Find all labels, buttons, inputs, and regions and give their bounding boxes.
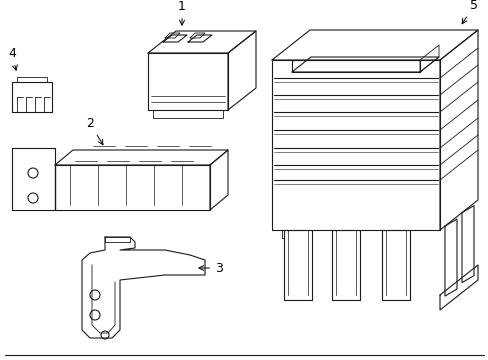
Polygon shape xyxy=(209,150,227,210)
Polygon shape xyxy=(291,60,419,72)
Polygon shape xyxy=(227,31,256,110)
Polygon shape xyxy=(381,230,409,300)
Polygon shape xyxy=(444,219,456,296)
Text: 5: 5 xyxy=(461,0,477,24)
Polygon shape xyxy=(148,53,227,110)
Text: 1: 1 xyxy=(178,0,185,25)
Polygon shape xyxy=(439,265,477,310)
Polygon shape xyxy=(291,57,438,72)
Polygon shape xyxy=(17,77,47,82)
Polygon shape xyxy=(190,33,204,38)
Polygon shape xyxy=(439,30,477,230)
Text: 2: 2 xyxy=(86,117,103,145)
Polygon shape xyxy=(461,206,473,283)
Polygon shape xyxy=(148,31,256,53)
Polygon shape xyxy=(271,60,439,230)
Polygon shape xyxy=(82,237,204,338)
Polygon shape xyxy=(55,150,227,165)
Polygon shape xyxy=(163,35,186,42)
Polygon shape xyxy=(331,230,359,300)
Polygon shape xyxy=(12,82,52,112)
Polygon shape xyxy=(271,30,477,60)
Text: 3: 3 xyxy=(199,261,223,274)
Polygon shape xyxy=(284,230,311,300)
Polygon shape xyxy=(187,35,212,42)
Polygon shape xyxy=(153,110,223,118)
Text: 4: 4 xyxy=(8,47,17,70)
Polygon shape xyxy=(164,33,180,38)
Polygon shape xyxy=(419,45,438,72)
Polygon shape xyxy=(55,165,209,210)
Polygon shape xyxy=(105,237,130,242)
Polygon shape xyxy=(12,148,55,210)
